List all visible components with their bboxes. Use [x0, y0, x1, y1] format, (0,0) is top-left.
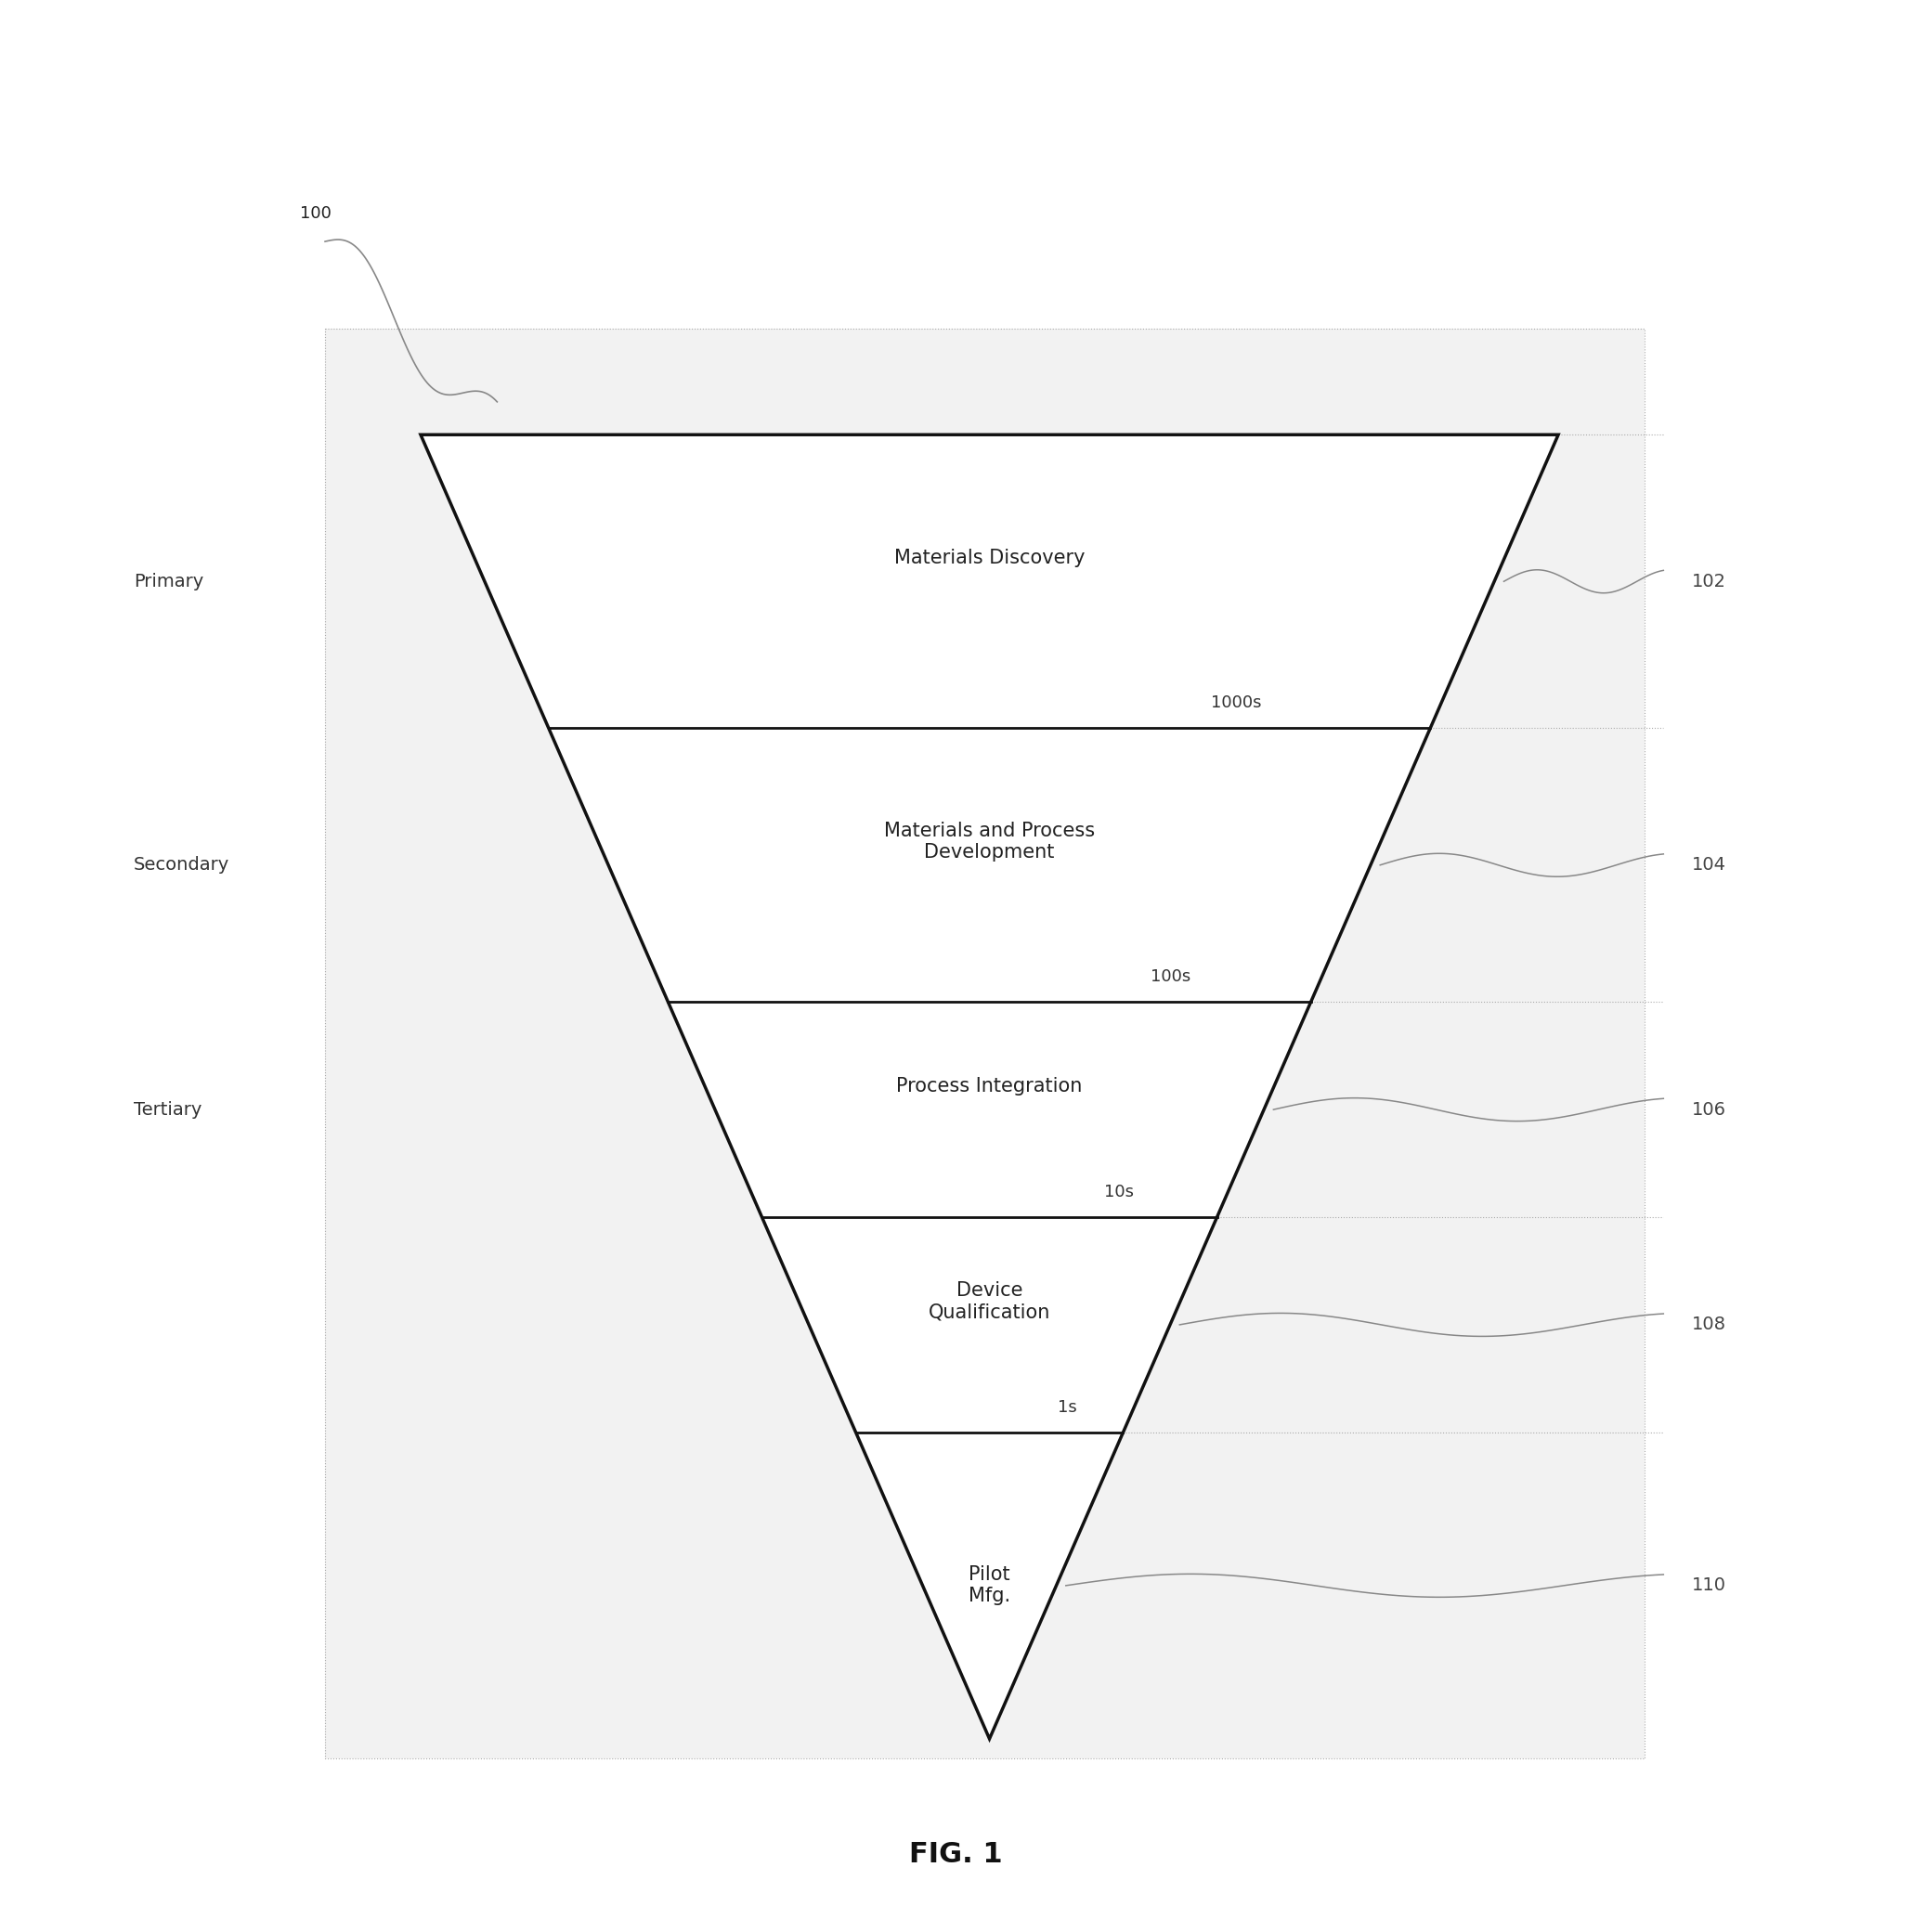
Polygon shape	[667, 1003, 1312, 1217]
Text: 10s: 10s	[1105, 1184, 1134, 1200]
Polygon shape	[549, 728, 1430, 1003]
Polygon shape	[325, 328, 1644, 1758]
Text: 104: 104	[1692, 856, 1727, 873]
Text: FIG. 1: FIG. 1	[910, 1841, 1002, 1868]
Text: Materials Discovery: Materials Discovery	[895, 549, 1084, 568]
Text: 1s: 1s	[1057, 1399, 1076, 1416]
Text: Tertiary: Tertiary	[134, 1101, 203, 1119]
Text: Process Integration: Process Integration	[897, 1078, 1082, 1095]
Text: 1000s: 1000s	[1210, 696, 1262, 711]
Text: 100s: 100s	[1151, 968, 1191, 985]
Text: Pilot
Mfg.: Pilot Mfg.	[969, 1565, 1010, 1605]
Polygon shape	[761, 1217, 1216, 1432]
Polygon shape	[421, 435, 1558, 1739]
Text: 100: 100	[300, 205, 331, 222]
Text: Device
Qualification: Device Qualification	[929, 1281, 1050, 1321]
Text: Secondary: Secondary	[134, 856, 229, 873]
Text: 110: 110	[1692, 1577, 1727, 1594]
Text: 106: 106	[1692, 1101, 1727, 1119]
Polygon shape	[857, 1432, 1122, 1739]
Polygon shape	[421, 435, 1558, 728]
Text: 108: 108	[1692, 1316, 1727, 1333]
Text: Materials and Process
Development: Materials and Process Development	[883, 821, 1096, 862]
Text: Primary: Primary	[134, 572, 205, 591]
Text: 102: 102	[1692, 572, 1727, 591]
